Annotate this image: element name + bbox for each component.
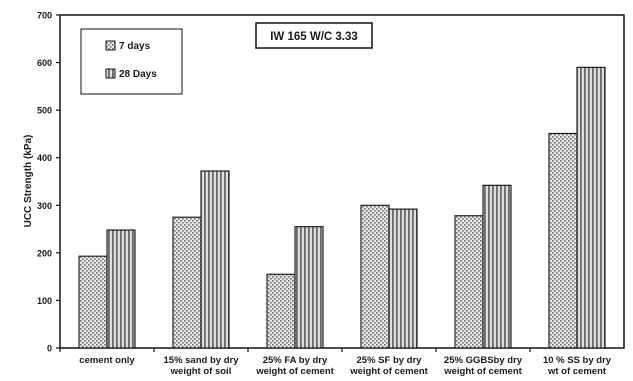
y-tick-label: 600	[37, 58, 52, 68]
bar-7-days	[454, 215, 484, 349]
bar-28-days	[294, 226, 324, 349]
bars	[78, 66, 606, 349]
y-tick-label: 200	[37, 248, 52, 258]
bar-7-days	[266, 273, 296, 349]
bar-28-days	[482, 184, 512, 349]
bar-28-days	[200, 170, 230, 349]
bar-28-days	[576, 66, 606, 349]
annotation-box: IW 165 W/C 3.33	[255, 22, 373, 49]
bar-28-days	[388, 208, 418, 349]
bar-7-days	[78, 255, 108, 349]
x-tick-label: weight of cement	[349, 366, 428, 376]
bar-7-days	[172, 216, 202, 349]
y-tick-label: 300	[37, 201, 52, 211]
bar-28-days	[106, 229, 136, 349]
legend-swatch-28-days	[105, 68, 116, 79]
x-tick-label: 15% sand by dry	[164, 355, 240, 366]
x-tick-label: weight of soil	[170, 366, 232, 376]
x-tick-label: cement only	[79, 355, 135, 366]
x-tick-label: weight of cement	[255, 366, 334, 376]
bar-7-days	[360, 204, 390, 349]
x-tick-label: 25% SF by dry	[357, 355, 423, 366]
legend-swatch-7-days	[105, 40, 116, 51]
bar-7-days	[548, 132, 578, 349]
legend: 7 days 28 Days	[80, 28, 183, 95]
x-tick-label: wt of cement	[547, 366, 607, 376]
y-tick-label: 0	[47, 344, 52, 354]
x-tick-label: 10 % SS by dry	[543, 355, 612, 366]
legend-label-7-days: 7 days	[119, 41, 151, 52]
y-tick-label: 500	[37, 106, 52, 116]
y-tick-label: 400	[37, 153, 52, 163]
y-tick-label: 700	[37, 11, 52, 21]
labels: 0 100 200 300 400 500 600 700 cement only 15% san…	[37, 11, 612, 378]
x-tick-label: 25% FA by dry	[263, 355, 328, 366]
x-tick-label: 25% GGBSby dry	[444, 355, 523, 366]
y-tick-label: 100	[37, 296, 52, 306]
x-tick-label: weight of cement	[443, 366, 522, 376]
legend-label-28-days: 28 Days	[119, 69, 157, 80]
axes	[56, 14, 625, 352]
y-axis-title: UCC Strength (kPa)	[23, 135, 34, 228]
annotation-text: IW 165 W/C 3.33	[270, 31, 358, 43]
